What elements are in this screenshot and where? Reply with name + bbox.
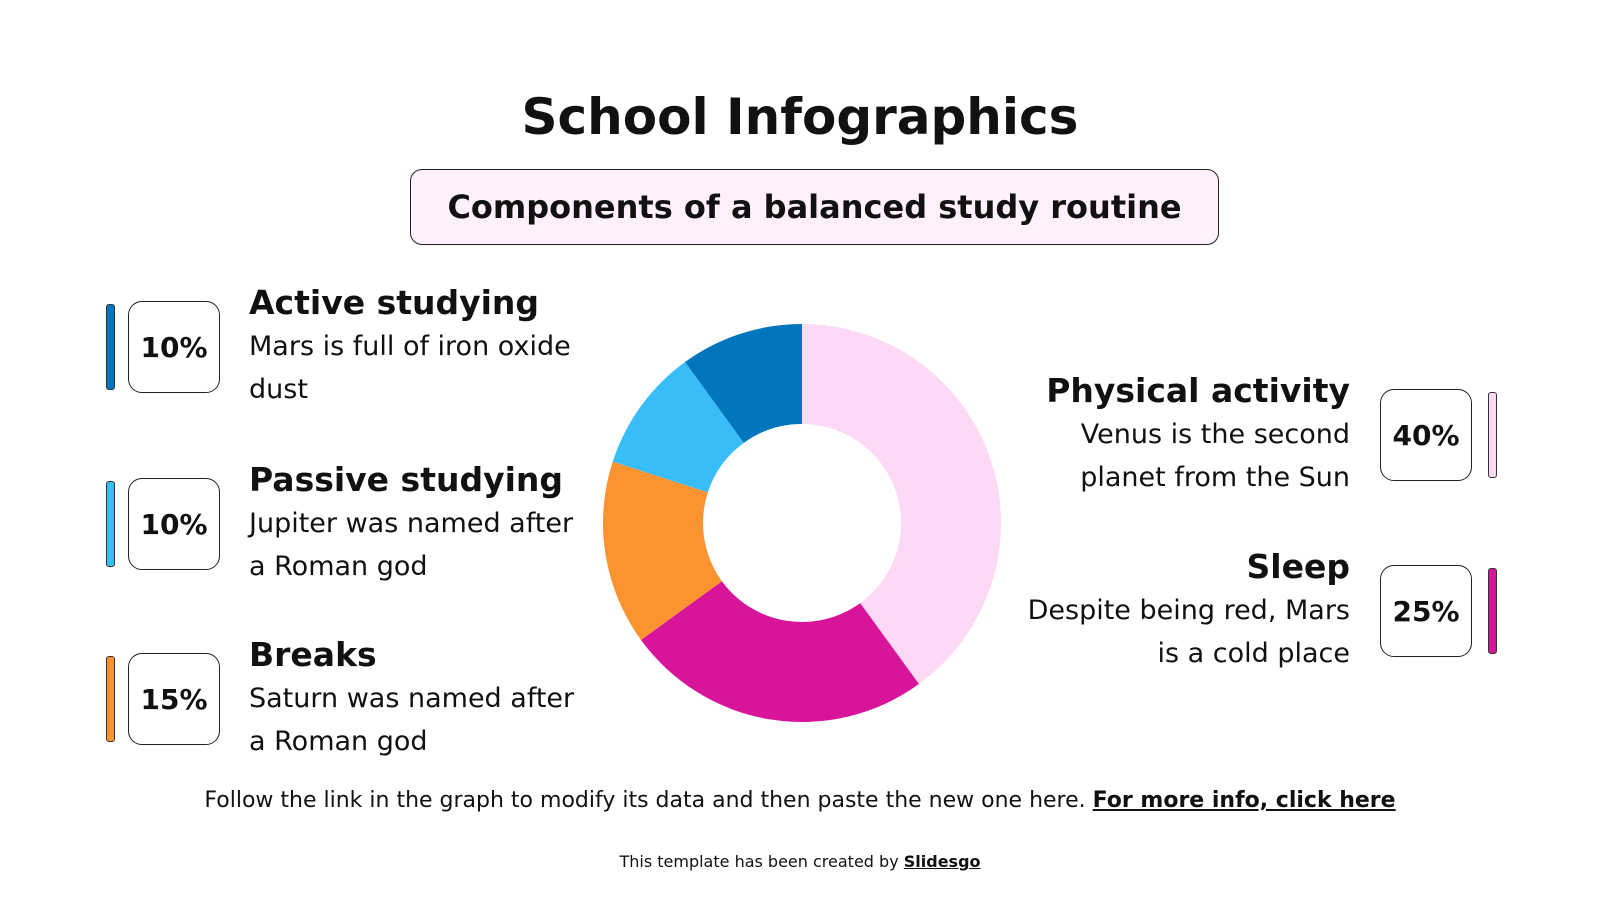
value-label: 40% bbox=[1380, 389, 1472, 481]
value-label: 25% bbox=[1380, 565, 1472, 657]
item-heading: Sleep bbox=[1246, 547, 1350, 586]
item-description: Jupiter was named after a Roman god bbox=[249, 508, 574, 582]
title: School Infographics bbox=[521, 88, 1079, 146]
note-text: Follow the link in the graph to modify i… bbox=[204, 788, 1086, 813]
donut-slice bbox=[802, 324, 1001, 684]
donut-slice bbox=[685, 324, 802, 443]
color-swatch bbox=[106, 656, 115, 742]
item-heading: Active studying bbox=[249, 283, 540, 322]
info-link[interactable]: For more info, click here bbox=[1092, 788, 1396, 813]
item-heading: Breaks bbox=[249, 635, 377, 674]
color-swatch bbox=[1488, 392, 1497, 478]
value-label: 15% bbox=[128, 653, 220, 745]
value-label: 10% bbox=[128, 478, 220, 570]
item-description: Mars is full of iron oxide dust bbox=[249, 331, 571, 405]
donut-slice bbox=[612, 362, 744, 493]
donut-slice bbox=[602, 461, 722, 640]
credit: This template has been created by Slides… bbox=[0, 852, 1600, 871]
color-swatch bbox=[106, 481, 115, 567]
item-heading: Passive studying bbox=[249, 460, 564, 499]
credit-link[interactable]: Slidesgo bbox=[903, 852, 981, 871]
donut-slice bbox=[641, 581, 919, 722]
color-swatch bbox=[1488, 568, 1497, 654]
item-heading: Physical activity bbox=[1046, 371, 1350, 410]
subtitle: Components of a balanced study routine bbox=[410, 169, 1219, 245]
value-label: 10% bbox=[128, 301, 220, 393]
item-description: Saturn was named after a Roman god bbox=[249, 683, 575, 757]
credit-text: This template has been created by bbox=[619, 852, 899, 871]
item-description: Despite being red, Mars is a cold place bbox=[1027, 595, 1350, 669]
footer-note: Follow the link in the graph to modify i… bbox=[0, 788, 1600, 813]
color-swatch bbox=[106, 304, 115, 390]
item-description: Venus is the second planet from the Sun bbox=[1080, 419, 1350, 493]
